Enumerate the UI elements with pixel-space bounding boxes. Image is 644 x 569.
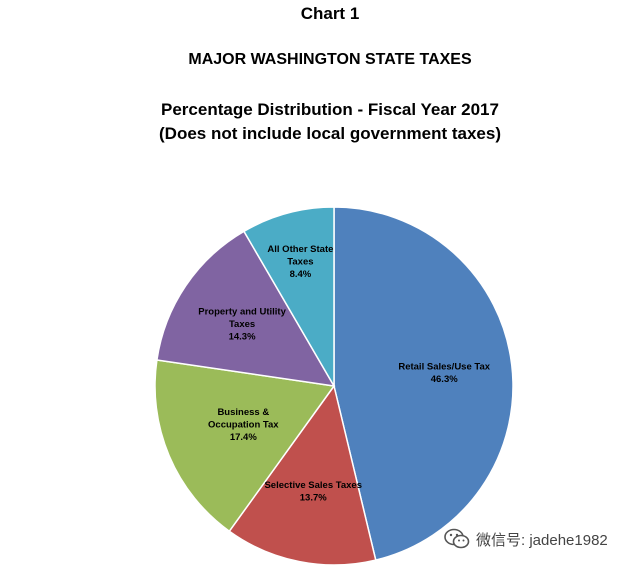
- pie-slice-all-other: [242, 206, 335, 389]
- slice-percent: 46.3%: [431, 374, 458, 385]
- watermark-text: 微信号: jadehe1982: [476, 531, 608, 549]
- chart-title: Chart 1: [300, 4, 360, 23]
- wechat-icon: [444, 528, 470, 549]
- slice-label-property-utility: Property and Utility Taxes 14.3%: [198, 306, 286, 342]
- slice-name: Taxes: [287, 257, 313, 268]
- slice-percent: 14.3%: [229, 331, 256, 342]
- slice-name: Selective Sales Taxes: [264, 480, 362, 491]
- slice-name: Property and Utility: [198, 306, 286, 317]
- slice-percent: 13.7%: [300, 493, 327, 504]
- slice-name: Occupation Tax: [208, 419, 279, 430]
- slice-label-all-other: All Other State Taxes 8.4%: [267, 244, 333, 280]
- slice-name: Retail Sales/Use Tax: [398, 362, 490, 373]
- chart-subtitle: MAJOR WASHINGTON STATE TAXES: [188, 51, 472, 68]
- pie-slice-retail-sales: [333, 206, 514, 561]
- pie-slice-business-occupation: [154, 359, 336, 533]
- slice-percent: 17.4%: [230, 432, 257, 443]
- chart-subtitle-note: (Does not include local government taxes…: [159, 124, 501, 143]
- pie-slice-selective-sales: [228, 384, 377, 566]
- slice-name: All Other State: [267, 244, 333, 255]
- slice-name: Business &: [217, 407, 269, 418]
- chart-subtitle-period: Percentage Distribution - Fiscal Year 20…: [161, 100, 499, 119]
- slice-label-business-occupation: Business & Occupation Tax 17.4%: [208, 407, 279, 443]
- slice-percent: 8.4%: [290, 269, 312, 280]
- watermark: 微信号: jadehe1982: [444, 528, 608, 550]
- slice-label-selective-sales: Selective Sales Taxes 13.7%: [264, 480, 362, 504]
- slice-name: Taxes: [229, 319, 255, 330]
- slice-label-retail-sales: Retail Sales/Use Tax 46.3%: [398, 362, 490, 386]
- pie-slice-property-utility: [156, 230, 336, 387]
